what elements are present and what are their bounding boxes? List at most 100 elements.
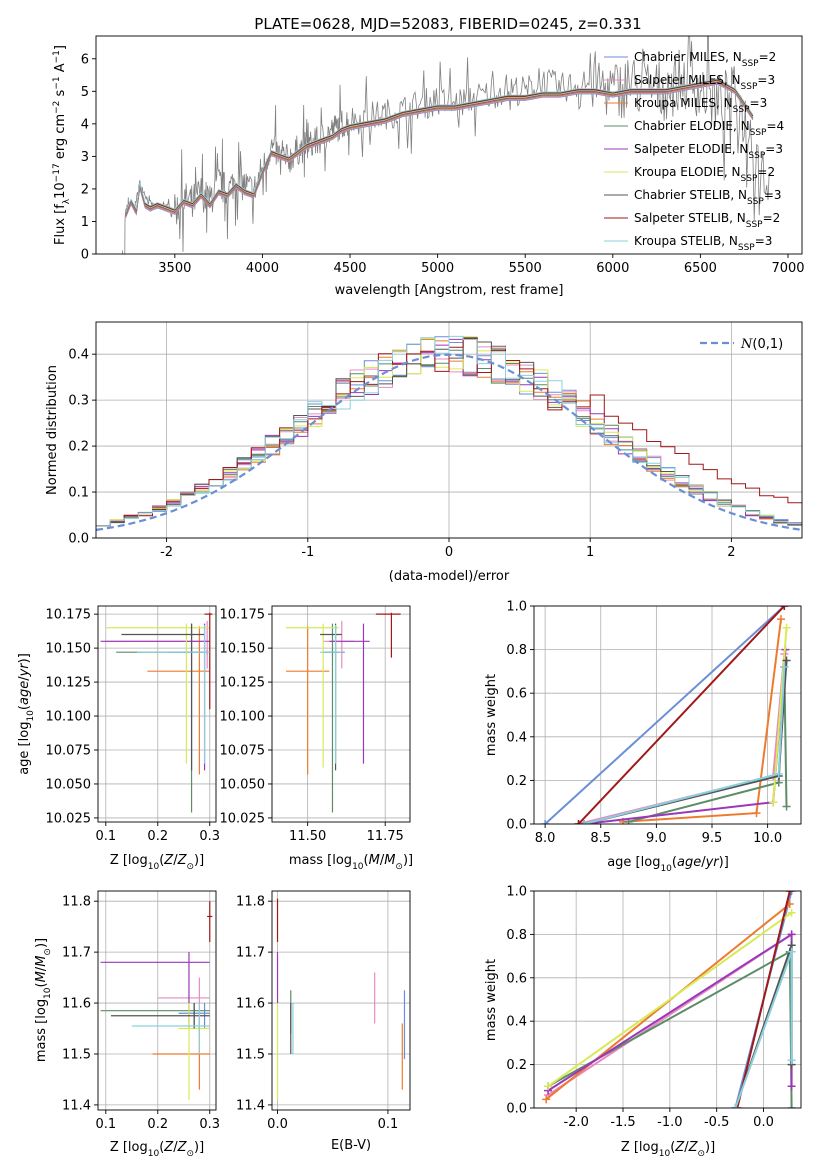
legend-entry: Salpeter ELODIE, NSSP=3 — [634, 142, 783, 161]
residual-histogram — [96, 335, 802, 527]
label-part: Z — [688, 1140, 699, 1155]
mass-weight-marker — [731, 1104, 740, 1108]
model-spectrum-line — [125, 83, 754, 218]
label-part: / — [173, 1140, 178, 1155]
label-part: λ — [62, 198, 72, 204]
y-tick-label: 10.100 — [46, 710, 92, 725]
y-axis-label: age [log10(age/yr)] — [17, 653, 36, 775]
label-part: Z — [177, 853, 188, 868]
plot-area-age-vs-mass — [285, 612, 401, 813]
axes-frame — [97, 890, 217, 1111]
axes-frame — [97, 605, 217, 823]
plot-area-spectrum — [121, 36, 770, 254]
axes-massweight-vs-age: 8.0 8.5 9.0 9.5 10.0 0.0 0.2 0.4 0.6 0.8 1.0 age [l… — [484, 600, 802, 874]
x-tick-label: 5000 — [421, 261, 454, 276]
mass-weight-marker — [542, 1095, 551, 1104]
y-tick-label: 0.2 — [506, 1058, 527, 1073]
y-tick-label: 10.150 — [46, 642, 92, 657]
mass-weight-marker — [752, 809, 761, 818]
x-tick-label: 11.50 — [289, 829, 326, 844]
x-tick-label: 0 — [445, 545, 453, 560]
label-part: =2 — [763, 211, 781, 225]
model-spectrum-line — [125, 80, 754, 215]
y-tick-label: 10.150 — [220, 642, 266, 657]
mass-weight-marker — [574, 820, 583, 824]
x-tick-label: 8.5 — [590, 831, 611, 846]
legend-entry-text: (0,1) — [752, 337, 783, 352]
x-axis-label: wavelength [Angstrom, rest frame] — [335, 283, 564, 298]
x-axis-label: (data-model)/error — [389, 569, 510, 584]
label-part: SSP — [746, 220, 763, 230]
label-part: SSP — [748, 151, 765, 161]
label-part: Z [log — [110, 1140, 148, 1155]
label-part: ( — [159, 853, 164, 868]
mass-weight-marker — [787, 1056, 796, 1065]
label-part: s — [53, 89, 68, 100]
label-part: ⊙ — [186, 862, 194, 872]
legend-entry: Kroupa STELIB, NSSP=3 — [634, 234, 772, 253]
y-tick-label: 11.8 — [62, 895, 91, 910]
y-tick-label: 1 — [81, 215, 89, 230]
label-part: M — [369, 853, 380, 868]
label-part: ( — [159, 1140, 164, 1155]
y-tick-label: 11.7 — [236, 946, 265, 961]
y-tick-label: 0.4 — [506, 1015, 527, 1030]
y-tick-label: 11.8 — [236, 895, 265, 910]
x-tick-label: -2 — [160, 545, 173, 560]
y-tick-label: 10.175 — [46, 608, 92, 623]
label-part: Chabrier MILES, N — [634, 50, 742, 64]
label-part: Kroupa ELODIE, N — [634, 165, 741, 179]
y-axis-label: mass weight — [484, 674, 499, 756]
gaussian-curve — [96, 353, 802, 531]
residual-histogram — [96, 338, 802, 527]
x-tick-label: 9.0 — [646, 831, 667, 846]
x-tick-label: 4500 — [333, 261, 366, 276]
label-part: 10 — [53, 182, 68, 199]
label-part: Kroupa STELIB, N — [634, 234, 738, 248]
x-axis-label: Z [log10(Z/Z⊙)] — [621, 1140, 715, 1159]
x-tick-label: 0.0 — [267, 1117, 288, 1132]
label-part: 10 — [26, 710, 36, 722]
label-part: 10 — [660, 864, 672, 874]
label-part: / — [173, 853, 178, 868]
mass-weight-marker — [780, 606, 789, 610]
mass-weight-marker — [787, 908, 796, 917]
y-axis-label: mass weight — [484, 959, 499, 1041]
label-part: )] — [194, 1140, 204, 1155]
axes-frame — [533, 605, 802, 825]
legend-entry: Kroupa ELODIE, NSSP=2 — [634, 165, 775, 184]
label-part: SSP — [741, 174, 758, 184]
label-part: yr — [17, 662, 32, 678]
legend-entry: Chabrier STELIB, NSSP=3 — [634, 188, 782, 207]
x-tick-label: 0.1 — [95, 1117, 116, 1132]
x-tick-label: 0.2 — [147, 1117, 168, 1132]
label-part: )] — [719, 855, 729, 870]
label-part: SSP — [741, 82, 758, 92]
x-tick-label: -2.0 — [563, 1115, 588, 1130]
label-part: mass [log — [34, 999, 49, 1062]
label-part: =3 — [750, 96, 768, 110]
label-part: M — [384, 853, 395, 868]
x-tick-label: 1 — [586, 545, 594, 560]
y-tick-label: 0.8 — [506, 643, 527, 658]
legend-entry: Chabrier ELODIE, NSSP=4 — [634, 119, 784, 138]
y-tick-label: 10.125 — [46, 676, 92, 691]
y-tick-label: 10.100 — [220, 710, 266, 725]
x-tick-label: 0.1 — [378, 1117, 399, 1132]
label-part: ( — [34, 982, 49, 987]
mass-weight-marker — [787, 1082, 796, 1091]
y-tick-label: 11.5 — [236, 1047, 265, 1062]
mass-weight-marker — [544, 1082, 553, 1091]
plot-area-mass-vs-EBV — [276, 898, 406, 1100]
label-part: ( — [364, 853, 369, 868]
label-part: Chabrier STELIB, N — [634, 188, 747, 202]
label-part: SSP — [747, 197, 764, 207]
mass-weight-marker — [580, 820, 589, 824]
mass-weight-marker — [785, 891, 794, 895]
mass-weight-marker — [769, 798, 778, 807]
legend-entry: Salpeter MILES, NSSP=3 — [634, 73, 775, 92]
x-tick-label: 0.0 — [753, 1115, 774, 1130]
model-spectrum-line — [125, 78, 754, 213]
label-part: SSP — [738, 243, 755, 253]
